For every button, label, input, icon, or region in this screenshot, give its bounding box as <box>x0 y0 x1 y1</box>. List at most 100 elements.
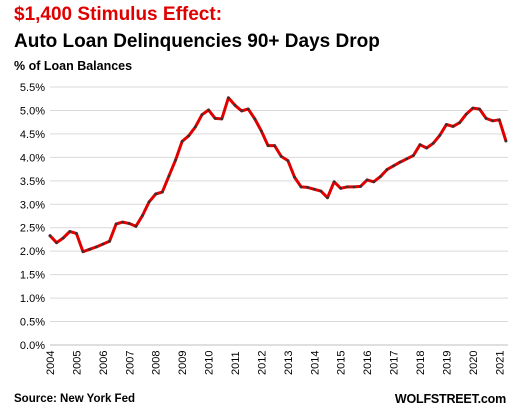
data-point <box>411 154 415 157</box>
data-point <box>48 234 52 238</box>
data-point <box>286 159 290 163</box>
data-point <box>431 141 435 145</box>
x-tick-label: 2019 <box>441 351 453 375</box>
data-point <box>233 103 237 107</box>
data-point <box>187 134 191 138</box>
data-point <box>405 157 409 161</box>
x-tick-label: 2006 <box>98 351 110 375</box>
x-tick-label: 2015 <box>336 351 348 375</box>
data-point <box>260 129 263 133</box>
data-point <box>339 186 343 190</box>
data-point <box>207 108 210 112</box>
data-point <box>88 247 92 251</box>
x-tick-label: 2009 <box>177 351 189 375</box>
data-point <box>240 109 244 113</box>
gridlines <box>50 86 508 346</box>
y-tick-label: 3.5% <box>20 176 45 188</box>
x-tick-label: 2012 <box>256 351 268 375</box>
series-group <box>48 96 508 254</box>
data-point <box>372 180 376 184</box>
chart-title-line1: $1,400 Stimulus Effect: <box>14 4 223 25</box>
data-point <box>253 117 257 121</box>
data-point <box>345 185 349 189</box>
data-point <box>94 245 98 249</box>
y-axis-ticks: 0.0% 0.5% 1.0% 1.5% 2.0% 2.5% 3.0% 3.5% 4.0% 4.5%… <box>20 82 45 352</box>
data-point <box>352 185 356 189</box>
data-point <box>392 164 395 168</box>
data-point <box>359 185 362 188</box>
data-point <box>398 160 402 164</box>
source-note: Source: New York Fed <box>14 393 135 405</box>
data-point <box>75 231 78 235</box>
data-point <box>127 222 131 225</box>
y-tick-label: 2.5% <box>20 223 45 235</box>
chart-title-line2: Auto Loan Delinquencies 90+ Days Drop <box>14 31 380 52</box>
data-point <box>279 155 283 158</box>
data-point <box>425 146 429 150</box>
data-point <box>378 175 382 178</box>
y-tick-label: 5.0% <box>20 105 45 117</box>
series-line <box>48 96 508 254</box>
data-point <box>491 119 495 123</box>
data-point <box>332 180 336 184</box>
data-point <box>319 189 323 193</box>
data-point <box>147 200 151 204</box>
y-tick-label: 4.5% <box>20 129 45 141</box>
data-point <box>438 133 442 137</box>
data-point <box>193 125 197 129</box>
x-tick-label: 2021 <box>494 351 506 375</box>
data-point <box>200 113 204 117</box>
x-tick-label: 2004 <box>45 351 57 375</box>
data-point <box>180 140 184 143</box>
brand-logo-text: WOLFSTREET.com <box>394 392 506 406</box>
data-point <box>114 222 118 226</box>
data-point <box>246 107 250 111</box>
data-point <box>160 190 164 194</box>
data-point <box>81 250 85 254</box>
data-point <box>484 117 488 120</box>
data-point <box>418 143 422 147</box>
x-tick-label: 2016 <box>362 351 374 375</box>
data-point <box>326 196 329 200</box>
data-point <box>458 121 462 125</box>
data-point <box>464 112 468 116</box>
data-point <box>293 175 296 179</box>
x-tick-label: 2007 <box>124 351 136 375</box>
data-point <box>266 144 270 148</box>
x-tick-label: 2020 <box>468 351 480 375</box>
data-point <box>226 96 230 100</box>
x-tick-label: 2018 <box>415 351 427 375</box>
x-tick-label: 2013 <box>283 351 295 375</box>
x-axis-ticks: 2004 2005 2006 2007 2008 2009 2010 2011 2012 2013… <box>45 351 506 375</box>
data-point <box>213 117 217 120</box>
data-point <box>273 144 277 148</box>
x-tick-label: 2010 <box>204 351 216 375</box>
data-point <box>154 192 158 196</box>
y-tick-label: 3.0% <box>20 199 45 211</box>
data-point <box>299 185 303 189</box>
data-point <box>108 239 111 243</box>
data-point <box>167 174 171 178</box>
data-point <box>68 230 72 233</box>
data-point <box>365 178 369 182</box>
data-point <box>220 117 224 121</box>
data-point <box>121 220 125 224</box>
data-point <box>61 236 65 240</box>
data-point <box>312 187 316 191</box>
y-tick-label: 1.5% <box>20 270 45 282</box>
data-point <box>471 106 475 110</box>
data-point <box>306 185 310 189</box>
x-tick-label: 2014 <box>309 351 321 375</box>
y-tick-label: 0.0% <box>20 340 45 352</box>
data-point <box>504 139 508 143</box>
x-tick-label: 2017 <box>389 351 401 375</box>
data-point <box>101 242 105 246</box>
y-tick-label: 2.0% <box>20 246 45 258</box>
y-tick-label: 4.0% <box>20 152 45 164</box>
y-axis-label: % of Loan Balances <box>14 59 133 73</box>
data-point <box>174 158 177 162</box>
data-point <box>445 123 448 126</box>
y-tick-label: 1.0% <box>20 293 45 305</box>
x-tick-label: 2005 <box>71 351 83 375</box>
